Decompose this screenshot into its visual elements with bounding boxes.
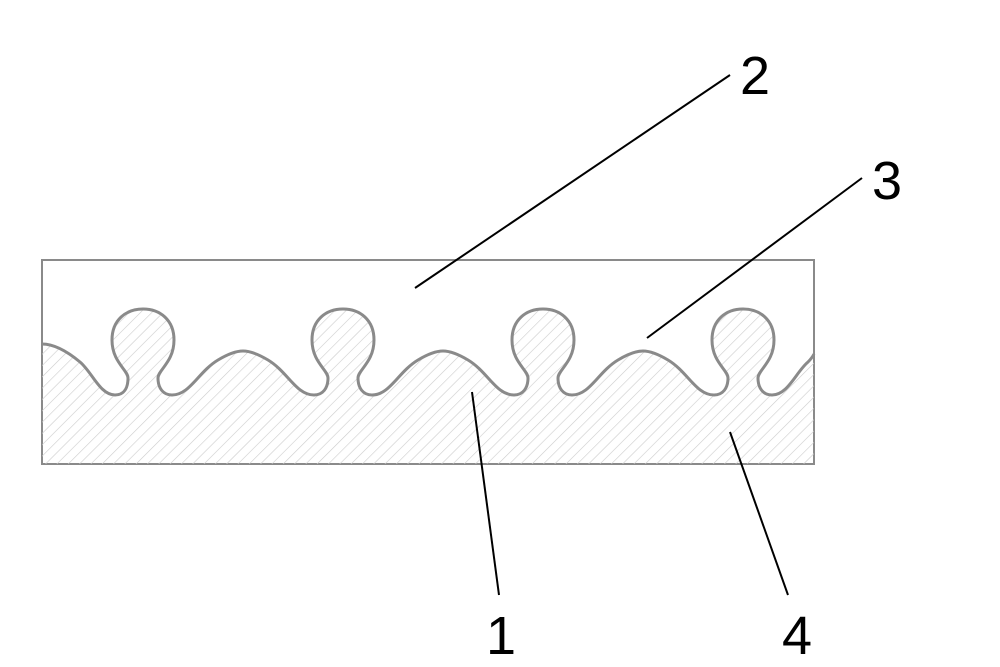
leader-line-2: [415, 75, 730, 288]
label-2: 2: [740, 45, 770, 107]
label-3: 3: [872, 150, 902, 212]
diagram-canvas: [0, 0, 1000, 665]
label-1: 1: [486, 605, 516, 667]
label-4: 4: [782, 605, 812, 667]
